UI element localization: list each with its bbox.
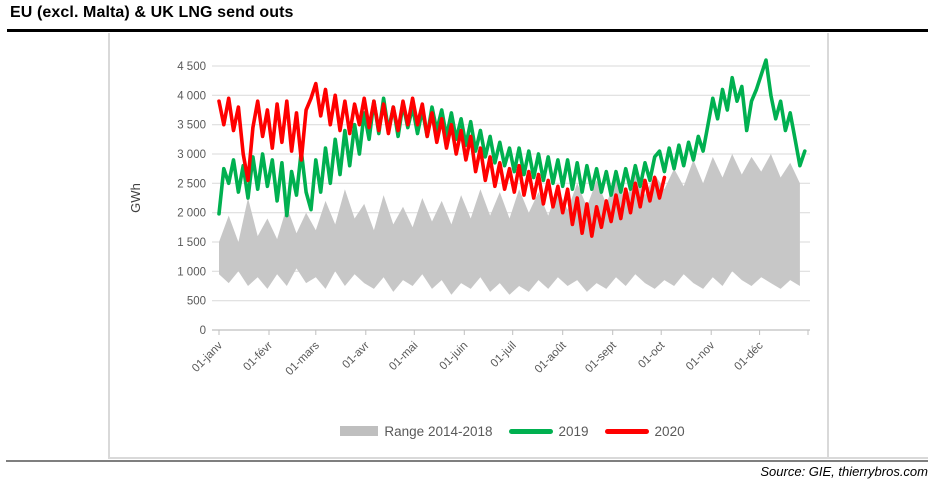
legend-label-range: Range 2014-2018: [384, 423, 493, 439]
y-tick-label: 2 000: [177, 208, 206, 220]
legend-item-range: Range 2014-2018: [340, 423, 493, 439]
y-axis-title: GWh: [128, 183, 143, 213]
x-tick-label: 01-mars: [284, 339, 322, 377]
x-tick-label: 01-juin: [438, 340, 471, 373]
line-2019-swatch-icon: [508, 428, 553, 434]
legend-label-2020: 2020: [654, 423, 685, 439]
chart-left-border: [108, 33, 110, 458]
chart-legend: Range 2014-2018 2019 2020: [215, 421, 810, 441]
y-tick-label: 1 500: [177, 237, 206, 249]
footer-rule: [6, 460, 928, 462]
chart-bottom-border: [108, 457, 928, 459]
x-tick-label: 01-juil: [489, 340, 519, 370]
y-tick-label: 0: [200, 325, 206, 337]
y-tick-label: 4 500: [177, 61, 206, 73]
x-tick-label: 01-nov: [684, 339, 718, 373]
line-2020-swatch-icon: [604, 428, 649, 434]
range-band: [219, 154, 800, 295]
x-tick-label: 01-sept: [583, 339, 619, 375]
x-tick-label: 01-févr: [241, 340, 275, 374]
range-swatch-icon: [340, 426, 379, 436]
x-tick-label: 01-août: [533, 339, 570, 376]
legend-label-2019: 2019: [558, 423, 589, 439]
y-tick-label: 3 500: [177, 120, 206, 132]
x-tick-label: 01-janv: [190, 339, 225, 374]
series-2020-line: [217, 81, 667, 238]
x-tick-label: 01-avr: [340, 340, 372, 372]
y-tick-label: 1 000: [177, 266, 206, 278]
legend-item-2019: 2019: [508, 423, 589, 439]
x-tick-label: 01-mai: [387, 340, 420, 373]
chart-title: EU (excl. Malta) & UK LNG send outs: [10, 4, 294, 21]
source-credit: Source: GIE, thierrybros.com: [760, 464, 928, 479]
y-tick-label: 4 000: [177, 90, 206, 102]
x-tick-label: 01-oct: [636, 339, 668, 371]
y-tick-label: 500: [187, 296, 206, 308]
legend-item-2020: 2020: [604, 423, 685, 439]
title-underline: [7, 29, 928, 32]
y-tick-label: 3 000: [177, 149, 206, 161]
chart-right-border: [827, 33, 829, 458]
y-tick-label: 2 500: [177, 178, 206, 190]
series-2019-line: [217, 58, 807, 218]
x-tick-label: 01-déc: [732, 339, 766, 373]
